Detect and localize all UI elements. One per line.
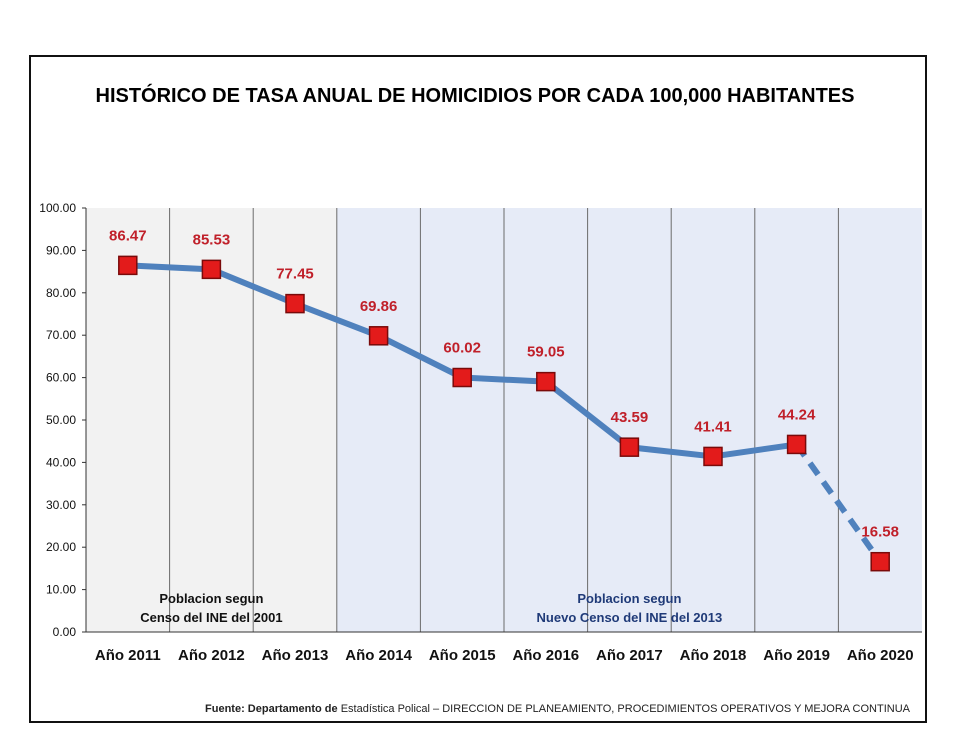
y-tick-label: 20.00 bbox=[46, 540, 76, 554]
x-tick-label: Año 2015 bbox=[429, 647, 496, 664]
data-label: 59.05 bbox=[527, 344, 565, 361]
data-label: 86.47 bbox=[109, 227, 147, 244]
data-point-marker bbox=[786, 434, 807, 455]
source-text: Estadística Polical – DIRECCION DE PLANE… bbox=[337, 703, 910, 715]
y-tick-label: 40.00 bbox=[46, 455, 76, 469]
y-tick-label: 80.00 bbox=[46, 286, 76, 300]
data-point-marker bbox=[870, 551, 890, 572]
y-tick-label: 0.00 bbox=[53, 625, 77, 639]
source-bold: Fuente: Departamento de bbox=[205, 703, 338, 715]
region-label: Nuevo Censo del INE del 2013 bbox=[537, 610, 723, 625]
x-tick-label: Año 2017 bbox=[596, 647, 663, 664]
y-tick-label: 100.00 bbox=[39, 201, 76, 215]
data-label: 85.53 bbox=[193, 231, 231, 248]
data-point-marker bbox=[201, 259, 222, 280]
x-tick-label: Año 2019 bbox=[763, 647, 830, 664]
region-background bbox=[336, 208, 922, 632]
data-label: 77.45 bbox=[276, 266, 314, 283]
x-tick-label: Año 2016 bbox=[512, 647, 579, 664]
y-tick-label: 70.00 bbox=[46, 328, 76, 342]
x-tick-label: Año 2020 bbox=[847, 647, 914, 664]
source-note: Fuente: Departamento de Estadística Poli… bbox=[0, 703, 910, 715]
x-tick-label: Año 2011 bbox=[95, 647, 161, 664]
data-label: 60.02 bbox=[443, 340, 481, 357]
data-point-marker bbox=[536, 371, 556, 392]
series-line-dashed bbox=[794, 442, 883, 564]
data-label: 41.41 bbox=[694, 418, 732, 435]
data-label: 16.58 bbox=[861, 524, 899, 541]
region-label: Censo del INE del 2001 bbox=[140, 610, 282, 625]
data-point-marker bbox=[118, 255, 138, 276]
region-label: Poblacion segun bbox=[577, 591, 681, 606]
data-point-marker bbox=[452, 367, 472, 388]
chart-frame bbox=[29, 55, 927, 723]
data-label: 69.86 bbox=[360, 298, 398, 315]
x-tick-label: Año 2014 bbox=[345, 647, 412, 664]
y-tick-label: 30.00 bbox=[46, 498, 76, 512]
region-label: Poblacion segun bbox=[159, 591, 263, 606]
data-point-marker bbox=[619, 437, 640, 457]
x-tick-label: Año 2012 bbox=[178, 647, 245, 664]
data-point-marker bbox=[285, 293, 305, 314]
y-tick-label: 10.00 bbox=[46, 583, 76, 597]
chart-title: HISTÓRICO DE TASA ANUAL DE HOMICIDIOS PO… bbox=[95, 85, 855, 107]
x-tick-label: Año 2018 bbox=[680, 647, 747, 664]
data-point-marker bbox=[703, 446, 723, 467]
data-point-marker bbox=[368, 326, 389, 346]
data-label: 44.24 bbox=[778, 406, 816, 423]
data-label: 43.59 bbox=[611, 409, 649, 426]
y-tick-label: 50.00 bbox=[46, 413, 76, 427]
x-tick-label: Año 2013 bbox=[262, 647, 329, 664]
y-tick-label: 90.00 bbox=[46, 243, 76, 257]
y-tick-label: 60.00 bbox=[46, 371, 76, 385]
